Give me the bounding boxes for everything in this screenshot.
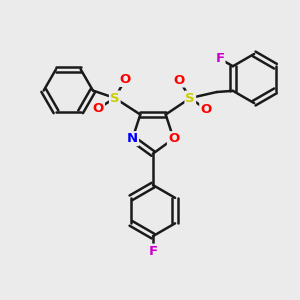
Text: O: O <box>200 103 211 116</box>
Text: F: F <box>215 52 224 65</box>
Text: S: S <box>185 92 195 104</box>
Text: F: F <box>148 244 158 258</box>
Text: O: O <box>120 73 131 86</box>
Text: N: N <box>127 132 138 145</box>
Text: O: O <box>173 74 184 86</box>
Text: S: S <box>110 92 120 104</box>
Text: O: O <box>93 102 104 115</box>
Text: O: O <box>168 132 179 145</box>
